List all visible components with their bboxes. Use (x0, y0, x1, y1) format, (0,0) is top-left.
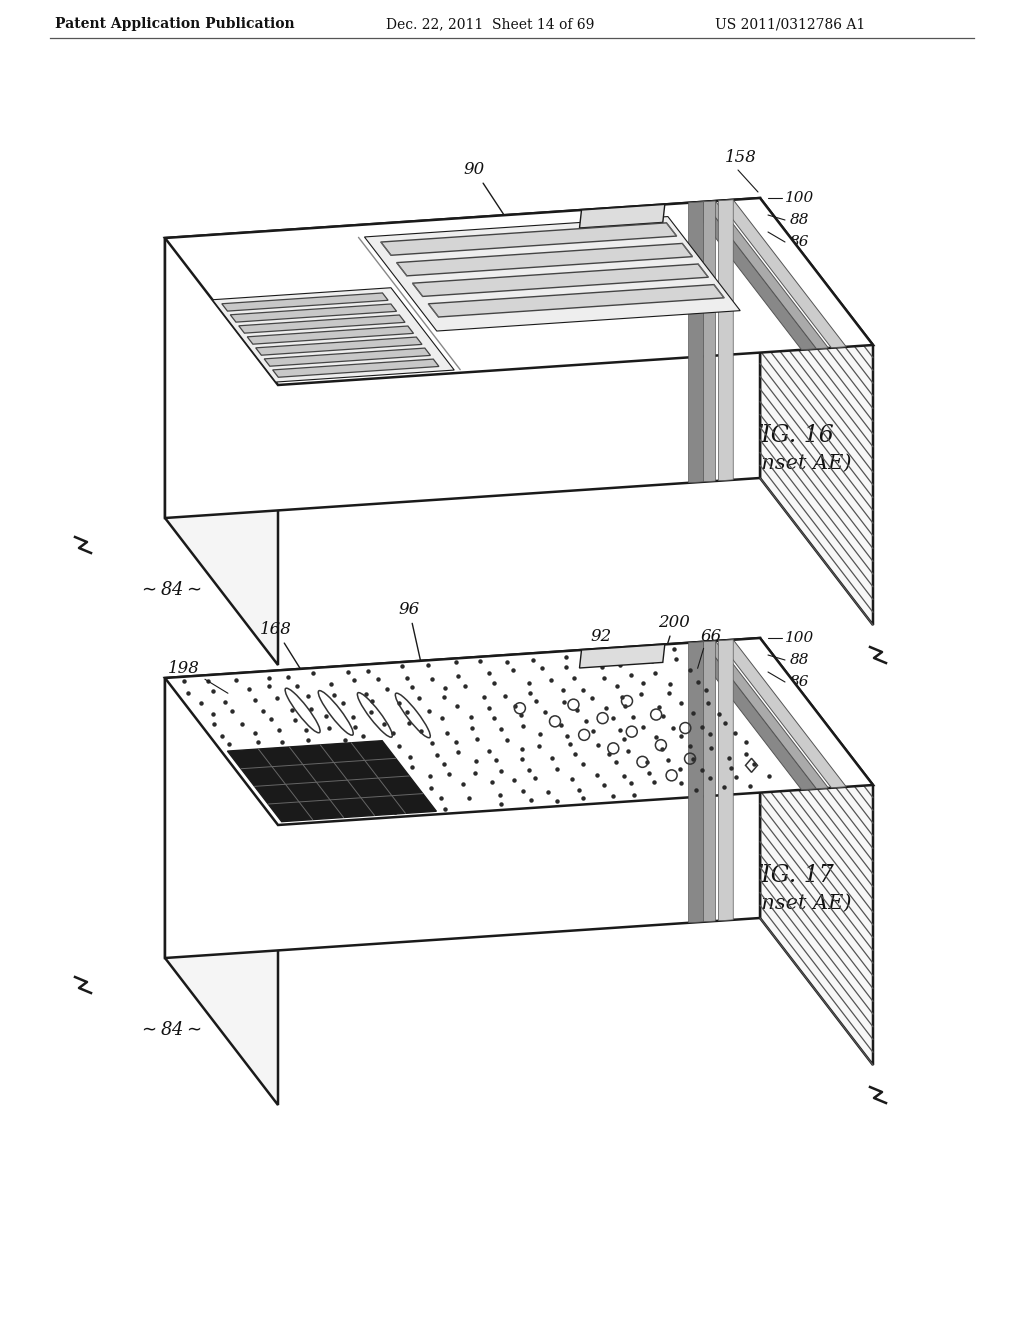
Text: $\sim$84$\sim$: $\sim$84$\sim$ (138, 581, 202, 599)
Polygon shape (230, 304, 396, 322)
Polygon shape (396, 243, 692, 276)
Polygon shape (165, 198, 760, 517)
Polygon shape (272, 359, 439, 378)
Polygon shape (165, 678, 278, 1105)
Polygon shape (222, 293, 388, 312)
Polygon shape (719, 640, 733, 921)
Polygon shape (227, 741, 436, 821)
Polygon shape (703, 201, 716, 482)
Polygon shape (365, 216, 740, 331)
Polygon shape (256, 337, 422, 355)
Polygon shape (165, 638, 873, 825)
Polygon shape (381, 223, 677, 255)
Text: FIG. 16: FIG. 16 (745, 424, 834, 446)
Text: 100: 100 (785, 191, 814, 205)
Polygon shape (264, 348, 430, 366)
Polygon shape (247, 326, 414, 345)
Text: Dec. 22, 2011  Sheet 14 of 69: Dec. 22, 2011 Sheet 14 of 69 (386, 17, 594, 30)
Text: 198: 198 (168, 660, 200, 677)
Text: FIG. 17: FIG. 17 (745, 863, 834, 887)
Polygon shape (580, 205, 665, 228)
Polygon shape (760, 638, 873, 1065)
Polygon shape (703, 642, 828, 789)
Text: US 2011/0312786 A1: US 2011/0312786 A1 (715, 17, 865, 30)
Text: 88: 88 (790, 213, 810, 227)
Polygon shape (688, 642, 816, 789)
Polygon shape (703, 642, 716, 921)
Polygon shape (719, 199, 846, 347)
Text: 164: 164 (299, 805, 331, 861)
Polygon shape (719, 199, 733, 480)
Polygon shape (688, 202, 703, 483)
Polygon shape (703, 201, 828, 348)
Text: 200: 200 (654, 614, 690, 686)
Text: (Inset AE): (Inset AE) (745, 894, 852, 912)
Text: 168: 168 (260, 620, 313, 689)
Polygon shape (212, 288, 455, 381)
Text: 158: 158 (725, 149, 757, 166)
Text: 100: 100 (785, 631, 814, 645)
Polygon shape (688, 202, 816, 350)
Polygon shape (165, 198, 873, 385)
Polygon shape (688, 642, 703, 923)
Text: 90: 90 (464, 161, 517, 235)
Text: 96: 96 (398, 601, 423, 671)
Polygon shape (580, 644, 665, 668)
Polygon shape (239, 315, 406, 333)
Polygon shape (719, 640, 846, 788)
Text: Patent Application Publication: Patent Application Publication (55, 17, 295, 30)
Text: 204: 204 (270, 249, 302, 306)
Polygon shape (428, 285, 724, 317)
Text: 92: 92 (584, 627, 612, 701)
Polygon shape (165, 638, 760, 958)
Text: 66: 66 (700, 628, 722, 645)
Text: 86: 86 (790, 675, 810, 689)
Text: 88: 88 (790, 653, 810, 667)
Text: (Inset AE): (Inset AE) (745, 454, 852, 473)
Polygon shape (760, 198, 873, 624)
Polygon shape (413, 264, 709, 297)
Text: $\sim$84$\sim$: $\sim$84$\sim$ (138, 1020, 202, 1039)
Text: 86: 86 (790, 235, 810, 249)
Polygon shape (165, 238, 278, 665)
